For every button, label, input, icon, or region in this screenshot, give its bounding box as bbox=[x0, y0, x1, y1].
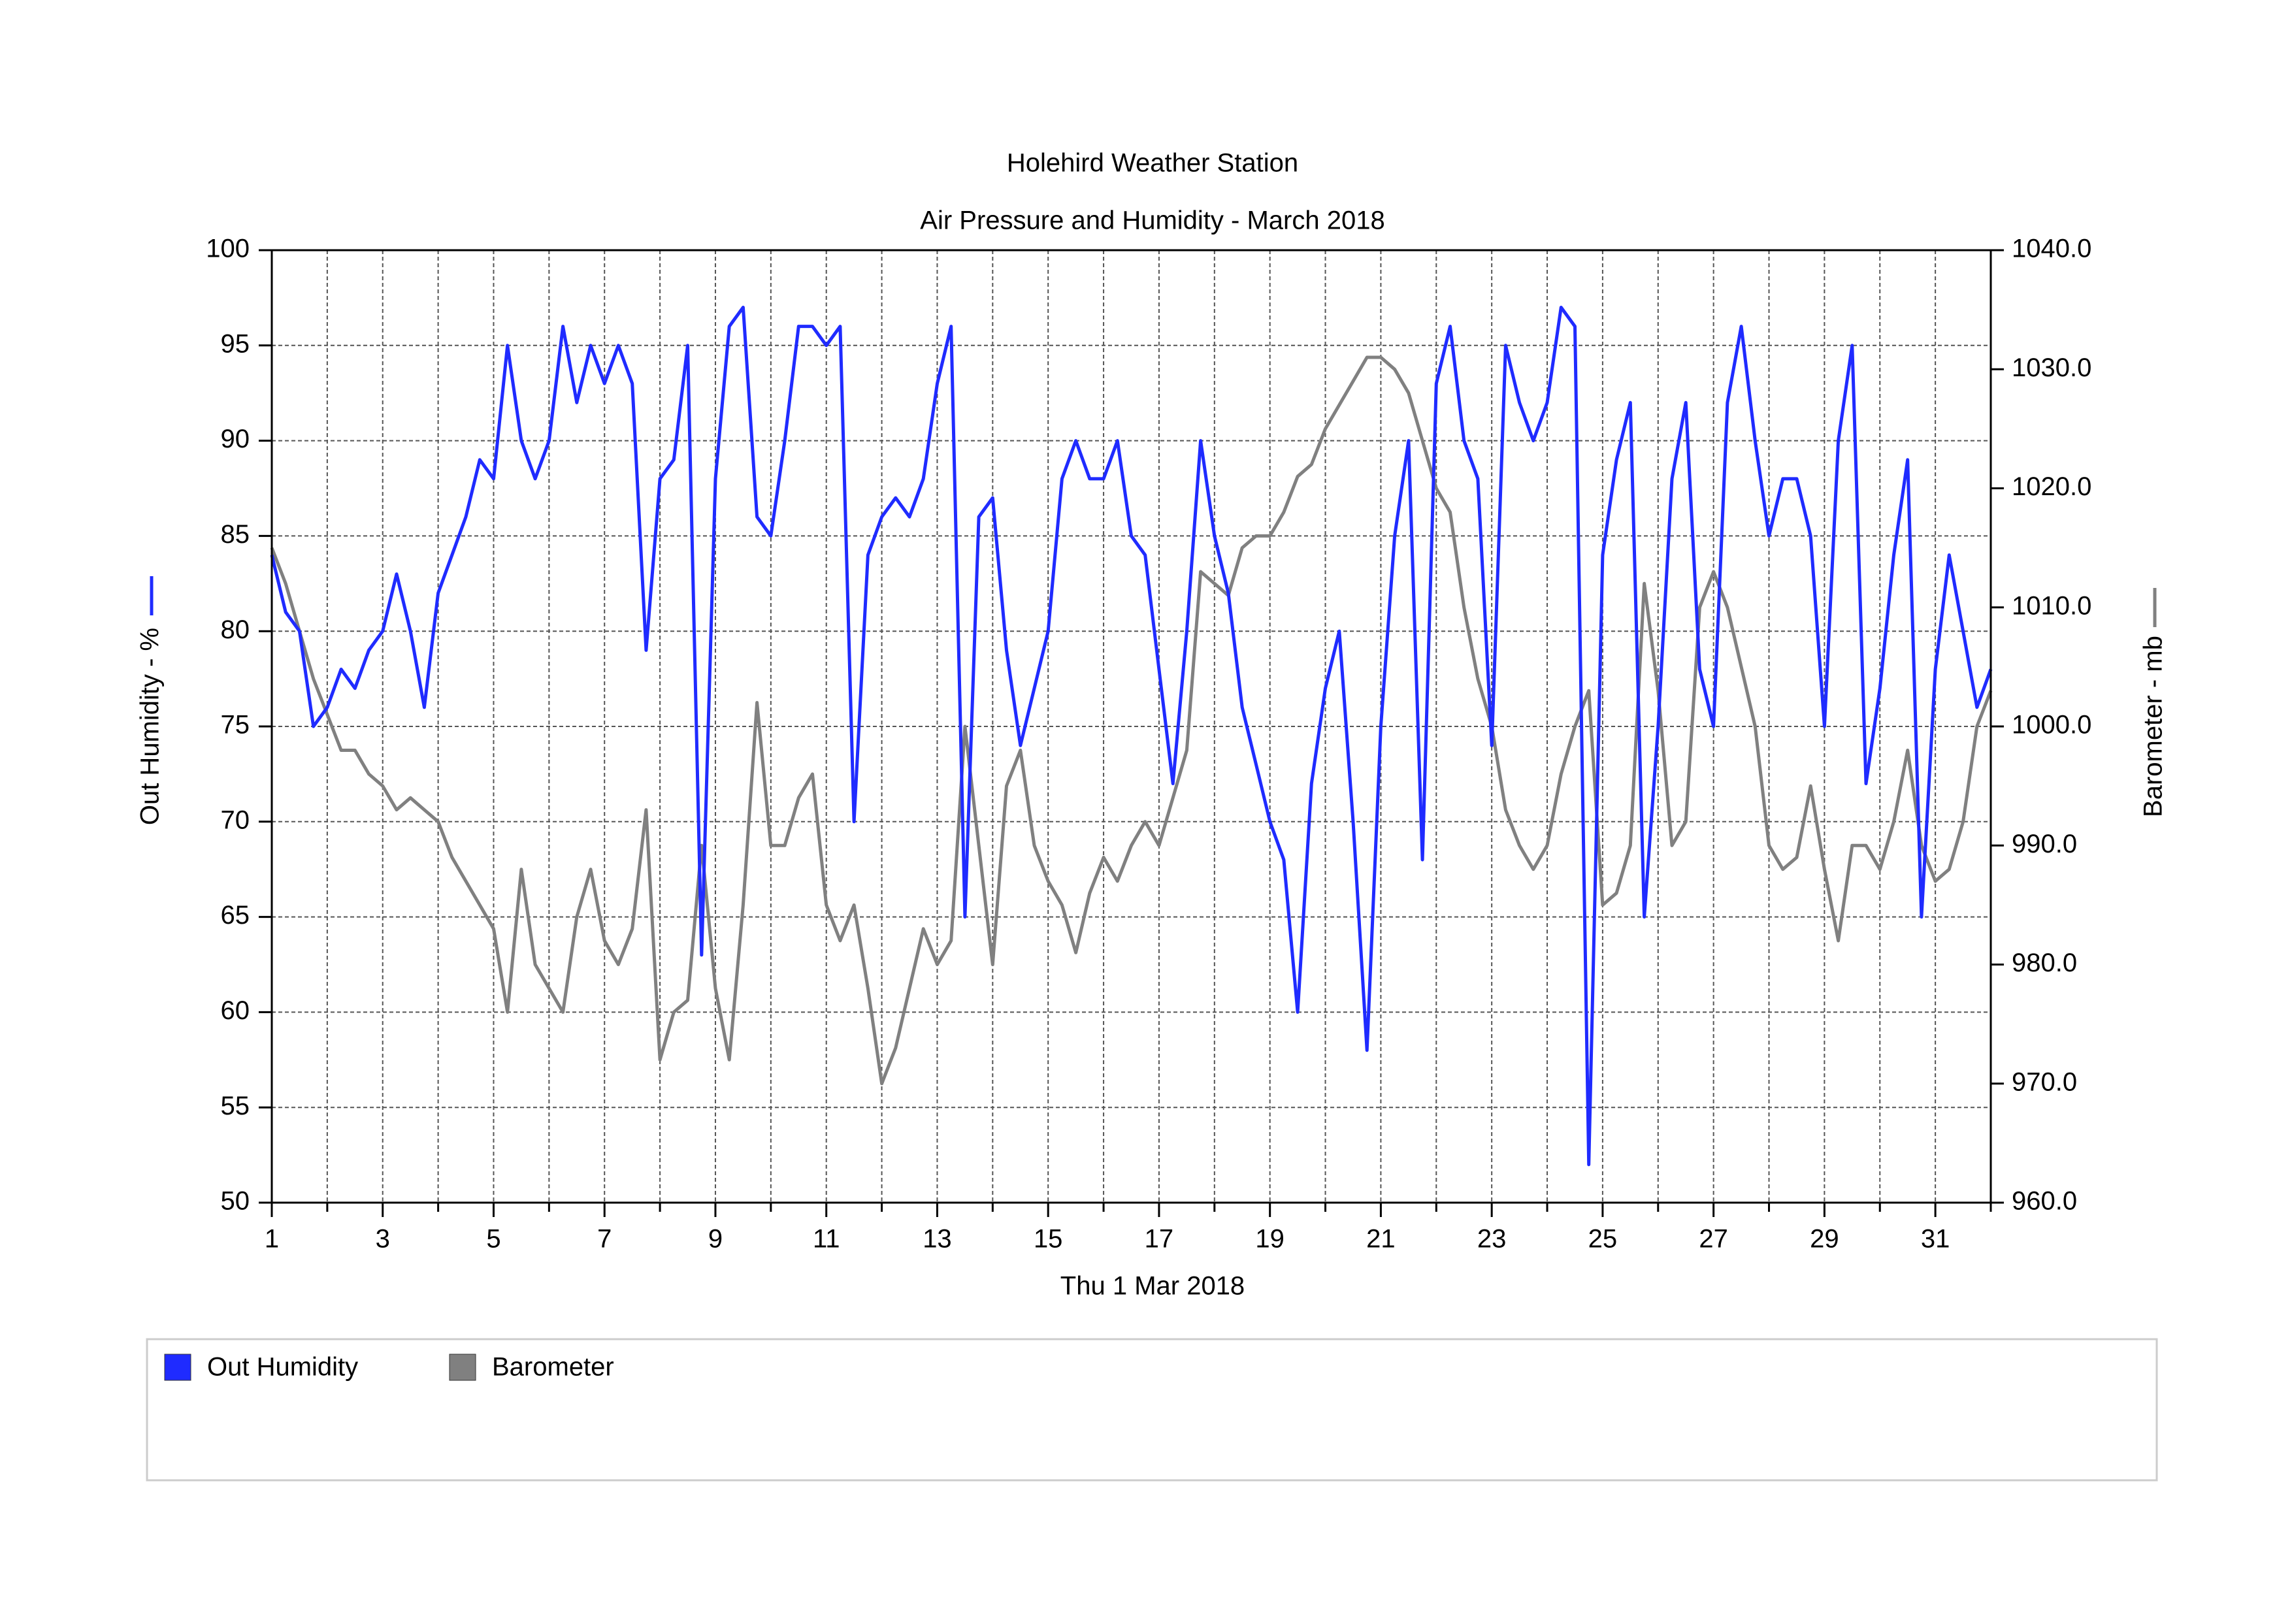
y2-tick-label: 1000.0 bbox=[2012, 711, 2091, 739]
y-tick-label: 65 bbox=[221, 901, 250, 930]
y2-tick-label: 1010.0 bbox=[2012, 591, 2091, 620]
legend-label: Out Humidity bbox=[207, 1353, 358, 1382]
y-tick-label: 85 bbox=[221, 520, 250, 549]
x-tick-label: 31 bbox=[1921, 1225, 1950, 1254]
x-tick-label: 9 bbox=[708, 1225, 723, 1254]
x-tick-label: 17 bbox=[1145, 1225, 1174, 1254]
plot-frame bbox=[270, 249, 1992, 1204]
x-tick-label: 23 bbox=[1477, 1225, 1507, 1254]
x-tick-label: 19 bbox=[1255, 1225, 1285, 1254]
x-tick-label: 1 bbox=[265, 1225, 279, 1254]
y-tick-label: 55 bbox=[221, 1092, 250, 1120]
legend-swatch bbox=[449, 1354, 476, 1381]
y2-tick-label: 990.0 bbox=[2012, 830, 2077, 858]
y2-axis-label: Barometer - mb bbox=[2139, 636, 2168, 817]
y2-tick-label: 1030.0 bbox=[2012, 353, 2091, 382]
y-tick-label: 95 bbox=[221, 329, 250, 358]
y2-tick-label: 1040.0 bbox=[2012, 235, 2091, 263]
x-tick-label: 5 bbox=[486, 1225, 500, 1254]
y-axis-label: Out Humidity - % bbox=[136, 628, 165, 825]
x-tick-label: 3 bbox=[376, 1225, 390, 1254]
y2-tick-label: 960.0 bbox=[2012, 1187, 2077, 1216]
chart-subtitle: Air Pressure and Humidity - March 2018 bbox=[920, 206, 1384, 235]
legend-swatch bbox=[164, 1354, 191, 1381]
x-tick-label: 21 bbox=[1366, 1225, 1396, 1254]
y-tick-label: 60 bbox=[221, 996, 250, 1025]
y-tick-label: 75 bbox=[221, 711, 250, 739]
x-tick-label: 27 bbox=[1699, 1225, 1728, 1254]
legend-box bbox=[146, 1338, 2158, 1482]
x-tick-label: 29 bbox=[1810, 1225, 1839, 1254]
y2-tick-label: 980.0 bbox=[2012, 949, 2077, 977]
y-tick-label: 100 bbox=[206, 235, 250, 263]
y-tick-label: 50 bbox=[221, 1187, 250, 1216]
y-tick-label: 80 bbox=[221, 615, 250, 644]
y-tick-label: 70 bbox=[221, 805, 250, 834]
x-tick-label: 7 bbox=[597, 1225, 612, 1254]
y-tick-label: 90 bbox=[221, 425, 250, 453]
y2-tick-label: 970.0 bbox=[2012, 1067, 2077, 1096]
series-line bbox=[270, 355, 1993, 1086]
chart-title: Holehird Weather Station bbox=[1007, 149, 1298, 178]
x-tick-label: 11 bbox=[813, 1225, 840, 1254]
x-axis-label: Thu 1 Mar 2018 bbox=[1060, 1272, 1245, 1301]
series-line bbox=[270, 306, 1993, 1167]
x-tick-label: 15 bbox=[1034, 1225, 1063, 1254]
x-tick-label: 13 bbox=[923, 1225, 952, 1254]
legend-label: Barometer bbox=[492, 1353, 614, 1382]
x-tick-label: 25 bbox=[1588, 1225, 1618, 1254]
y2-tick-label: 1020.0 bbox=[2012, 472, 2091, 501]
